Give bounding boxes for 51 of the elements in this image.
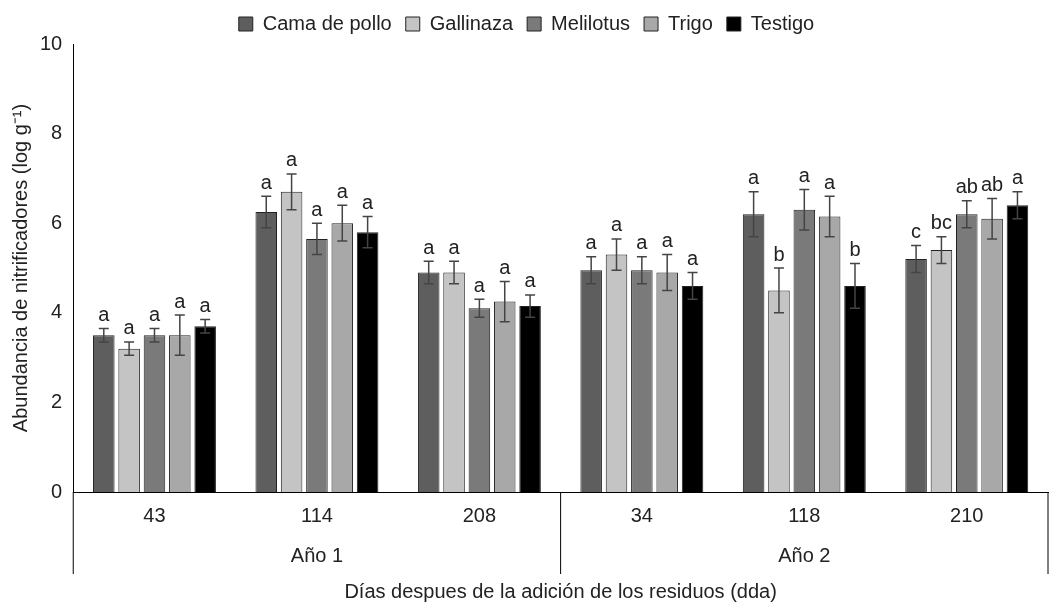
x-tick-label: 210	[950, 503, 984, 526]
data-label: a	[499, 255, 512, 278]
data-label: a	[336, 179, 349, 202]
data-label: a	[686, 247, 699, 269]
x-tick-label: 34	[630, 503, 653, 526]
legend-label: Gallinaza	[429, 11, 514, 34]
y-tick-label: 2	[51, 389, 63, 412]
data-label: a	[286, 148, 299, 171]
y-tick-label: 0	[51, 479, 63, 502]
data-label: a	[174, 289, 187, 312]
data-label: a	[473, 273, 486, 296]
data-label: a	[585, 231, 598, 254]
y-tick-label: 8	[51, 121, 63, 144]
data-label: a	[148, 303, 161, 325]
data-label: a	[824, 170, 837, 193]
data-label: b	[849, 238, 861, 261]
text: Año 1	[290, 543, 344, 566]
data-label: a	[1011, 166, 1024, 189]
data-label: a	[748, 166, 761, 189]
data-label: a	[448, 235, 461, 258]
data-label: a	[423, 235, 436, 258]
x-tick-label: 118	[788, 503, 821, 526]
y-tick-label: 10	[40, 31, 63, 54]
x-tick-label: 114	[300, 503, 333, 526]
y-axis-title: Abundancia de nitrificadores (log g⁻¹)	[8, 103, 31, 433]
x-axis-title: Días despues de la adición de los residuos (dda)	[344, 579, 777, 602]
data-label: a	[661, 229, 674, 252]
y-tick-label: 6	[51, 210, 63, 233]
x-tick-label: 43	[143, 503, 166, 526]
y-tick-label: 4	[51, 300, 63, 323]
data-label: a	[636, 231, 649, 254]
data-label: a	[798, 164, 811, 187]
data-label: a	[610, 213, 623, 236]
data-label: c	[911, 220, 922, 243]
data-label: bc	[930, 211, 952, 234]
data-label: a	[98, 303, 111, 325]
text: Año 2	[778, 543, 831, 566]
legend-label: Trigo	[668, 11, 713, 34]
data-label: a	[123, 316, 136, 339]
legend-label: Melilotus	[551, 11, 631, 34]
data-label: a	[524, 269, 537, 292]
x-tick-label: 208	[462, 503, 497, 526]
data-label: b	[773, 242, 785, 265]
data-label: a	[260, 170, 273, 193]
data-label: a	[199, 294, 212, 317]
data-label: a	[362, 191, 375, 213]
legend-label: Testigo	[750, 11, 815, 34]
data-label: ab	[955, 175, 978, 198]
data-label: ab	[980, 173, 1004, 196]
legend-label: Cama de pollo	[262, 11, 392, 34]
data-label: a	[311, 197, 324, 220]
